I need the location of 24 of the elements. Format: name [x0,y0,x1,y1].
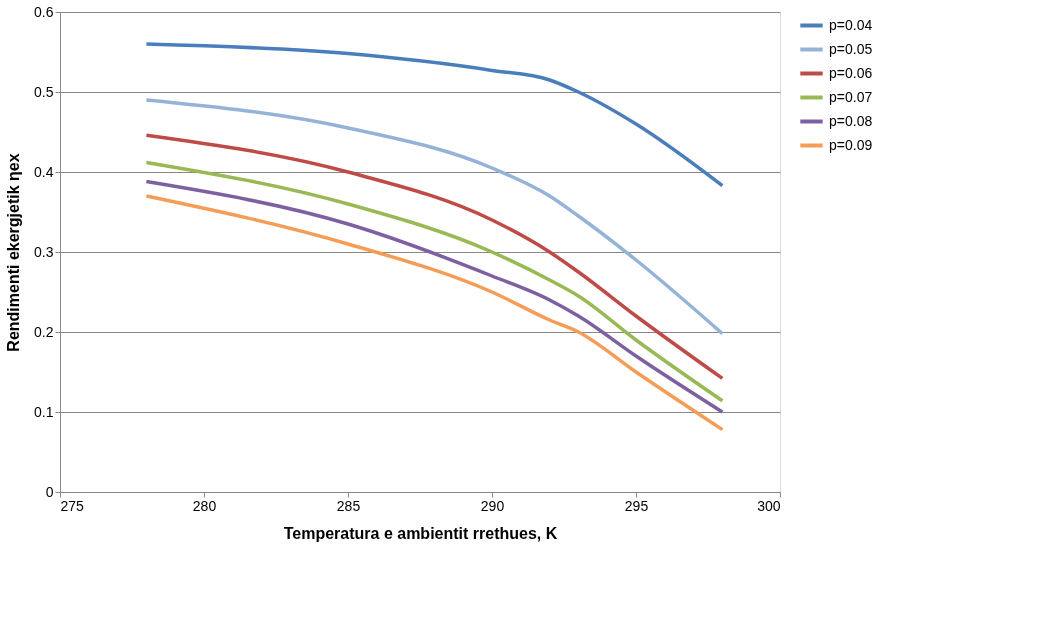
x-tick-label: 295 [624,497,649,514]
line-series [144,133,725,381]
y-tick-label: 0.6 [34,3,54,20]
y-tick-label: 0 [45,483,54,500]
line-series [144,98,725,336]
legend-label: p=0.04 [829,16,873,33]
legend-label: p=0.06 [829,64,873,81]
line-series [144,42,725,188]
legend-label: p=0.09 [829,136,873,153]
x-tick-label: 290 [480,497,505,514]
y-tick-label: 0.3 [34,243,54,260]
legend-label: p=0.07 [829,88,873,105]
y-tick-label: 0.4 [34,163,54,180]
y-axis-title: Rendimenti ekergjetik ηex [5,153,23,352]
x-tick-label: 280 [192,497,217,514]
y-tick-label: 0.5 [34,83,54,100]
x-tick-label: 300 [757,497,781,514]
y-tick-label: 0.2 [34,323,54,340]
legend-label: p=0.05 [829,40,873,57]
x-tick-label: 275 [60,497,85,514]
y-tick-label: 0.1 [34,403,54,420]
x-tick-label: 285 [336,497,361,514]
legend-label: p=0.08 [829,112,873,129]
x-axis-title: Temperatura e ambientit rrethues, K [283,524,558,542]
